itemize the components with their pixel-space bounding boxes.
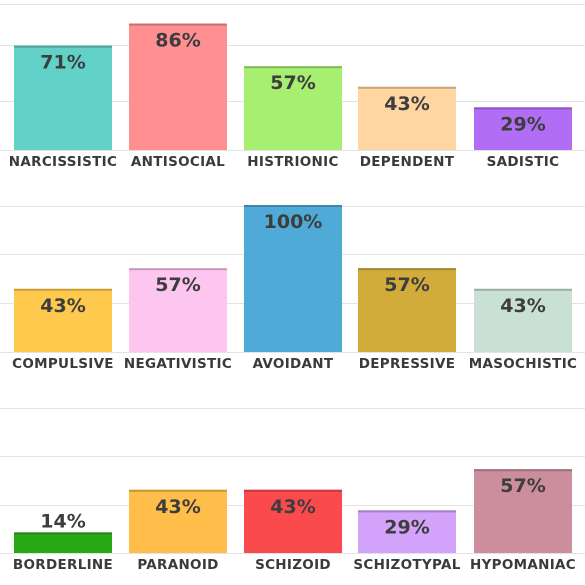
bar-value-label: 43%: [40, 295, 85, 317]
bar-top-edge: [244, 205, 342, 207]
bar-value-label: 57%: [155, 274, 200, 296]
bar-negativistic: [129, 268, 227, 352]
category-label: DEPENDENT: [360, 154, 455, 170]
bar-top-edge: [474, 288, 572, 291]
bar-top-edge: [358, 510, 456, 513]
bar-sadistic: [474, 107, 572, 150]
category-label: ANTISOCIAL: [131, 154, 225, 170]
bar-schizoid: [244, 489, 342, 553]
bar-borderline: [14, 532, 112, 553]
bar-depressive: [358, 268, 456, 352]
category-label: HYPOMANIAC: [470, 557, 576, 573]
bar-top-edge: [358, 86, 456, 89]
chart-panel-3: 14% BORDERLINE 43% PARANOID 43% SCHIZOID 29% SC…: [0, 408, 585, 573]
category-label: HISTRIONIC: [247, 154, 338, 170]
chart-panel-1: 71% NARCISSISTIC 86% ANTISOCIAL 57% HISTRIONI…: [0, 4, 585, 170]
category-label: SCHIZOID: [255, 557, 331, 573]
bar-schizotypal: [358, 510, 456, 553]
bar-top-edge: [244, 489, 342, 492]
category-label: NARCISSISTIC: [9, 154, 117, 170]
bar-dependent: [358, 86, 456, 150]
bar-value-label: 57%: [384, 274, 429, 296]
bar-top-edge: [14, 288, 112, 291]
bar-value-label: 43%: [384, 93, 429, 115]
bar-histrionic: [244, 66, 342, 150]
bar-top-edge: [244, 66, 342, 69]
bar-value-label: 57%: [270, 72, 315, 94]
bar-top-edge: [14, 45, 112, 48]
bar-value-label: 43%: [270, 496, 315, 518]
bar-compulsive: [14, 288, 112, 352]
bar-top-edge: [14, 532, 112, 535]
bar-hypomaniac: [474, 469, 572, 553]
bar-value-label: 43%: [155, 496, 200, 518]
bar-avoidant: [244, 205, 342, 352]
bar-top-edge: [358, 268, 456, 271]
bar-masochistic: [474, 288, 572, 352]
bar-value-label: 100%: [264, 211, 323, 233]
bar-top-edge: [129, 489, 227, 492]
category-label: PARANOID: [137, 557, 218, 573]
category-label: COMPULSIVE: [12, 356, 114, 372]
bar-top-edge: [129, 268, 227, 271]
bar-value-label: 71%: [40, 52, 85, 74]
bar-value-label: 14%: [40, 510, 85, 532]
bar-narcissistic: [14, 45, 112, 150]
bar-value-label: 86%: [155, 30, 200, 52]
category-label: DEPRESSIVE: [359, 356, 455, 372]
bar-top-edge: [474, 107, 572, 110]
category-label: BORDERLINE: [13, 557, 113, 573]
category-label: SADISTIC: [487, 154, 560, 170]
category-label: AVOIDANT: [253, 356, 334, 372]
bar-value-label: 29%: [500, 113, 545, 135]
bar-top-edge: [474, 469, 572, 472]
category-label: SCHIZOTYPAL: [353, 557, 460, 573]
bar-value-label: 43%: [500, 295, 545, 317]
bar-paranoid: [129, 489, 227, 553]
bar-value-label: 29%: [384, 516, 429, 538]
category-label: NEGATIVISTIC: [124, 356, 232, 372]
category-label: MASOCHISTIC: [469, 356, 577, 372]
bar-antisocial: [129, 23, 227, 150]
bar-value-label: 57%: [500, 475, 545, 497]
bar-top-edge: [129, 23, 227, 26]
chart-panel-2: 43% COMPULSIVE 57% NEGATIVISTIC 100% AVOIDANT…: [0, 205, 585, 372]
